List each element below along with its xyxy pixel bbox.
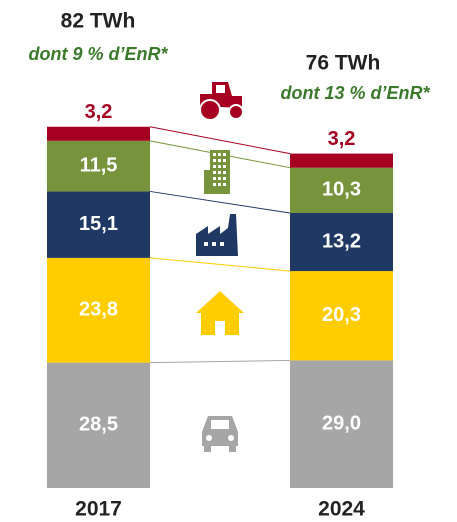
tractor-window [216, 85, 225, 93]
value-label: 23,8 [79, 299, 118, 321]
bar-segment [47, 362, 150, 488]
sector-icon [204, 150, 230, 194]
building-window [218, 153, 221, 156]
bar-segment [47, 140, 150, 192]
renewable-note: dont 13 % d’EnR* [280, 83, 430, 103]
building-window [213, 165, 216, 168]
building-window [218, 159, 221, 162]
value-label: 3,2 [85, 101, 113, 123]
building-window [223, 159, 226, 162]
total-label: 76 TWh [306, 52, 381, 75]
value-label: 15,1 [79, 213, 118, 235]
value-label: 29,0 [322, 412, 361, 434]
building-window [223, 171, 226, 174]
value-label: 13,2 [322, 230, 361, 252]
factory-window [220, 242, 224, 246]
value-label: 3,2 [328, 128, 356, 150]
total-label: 82 TWh [61, 10, 136, 33]
building-window [213, 177, 216, 180]
tractor-wheel [199, 99, 221, 121]
building-window [223, 165, 226, 168]
sector-icon [202, 416, 238, 452]
bar-segment [290, 360, 393, 488]
x-tick-label: 2017 [75, 498, 122, 521]
value-label: 11,5 [80, 154, 118, 176]
renewable-note: dont 9 % d’EnR* [29, 44, 169, 64]
building-window [218, 165, 221, 168]
building-window [213, 159, 216, 162]
bar-segment [290, 271, 393, 361]
bar-segment [47, 126, 150, 141]
building-window [213, 183, 216, 186]
sector-icon [199, 82, 244, 121]
value-label: 28,5 [79, 414, 118, 436]
car-light [206, 435, 212, 441]
building-window [218, 177, 221, 180]
connector [149, 190, 291, 214]
building-window [213, 171, 216, 174]
factory-window [204, 242, 208, 246]
car-light [228, 435, 234, 441]
tractor-wheel [228, 104, 244, 120]
building-window [223, 153, 226, 156]
bar-segment [47, 191, 150, 258]
sector-icon [196, 291, 244, 335]
car-wheel [204, 446, 211, 452]
bar-segment [47, 257, 150, 363]
car-window [211, 420, 229, 429]
factory-icon [196, 214, 238, 256]
building-icon [204, 170, 212, 194]
value-label: 10,3 [322, 179, 361, 201]
car-wheel [229, 446, 236, 452]
bar-segment [290, 153, 393, 168]
connector [149, 126, 291, 155]
building-window [223, 183, 226, 186]
house-icon [196, 291, 244, 335]
bar-segment [290, 167, 393, 213]
factory-window [212, 242, 216, 246]
sector-icon [196, 214, 238, 256]
connector [149, 359, 291, 364]
x-tick-label: 2024 [318, 498, 365, 521]
connector [149, 257, 291, 272]
value-label: 20,3 [322, 304, 361, 326]
building-window [218, 183, 221, 186]
bar-segment [290, 213, 393, 272]
building-window [213, 153, 216, 156]
building-window [218, 171, 221, 174]
building-window [223, 177, 226, 180]
